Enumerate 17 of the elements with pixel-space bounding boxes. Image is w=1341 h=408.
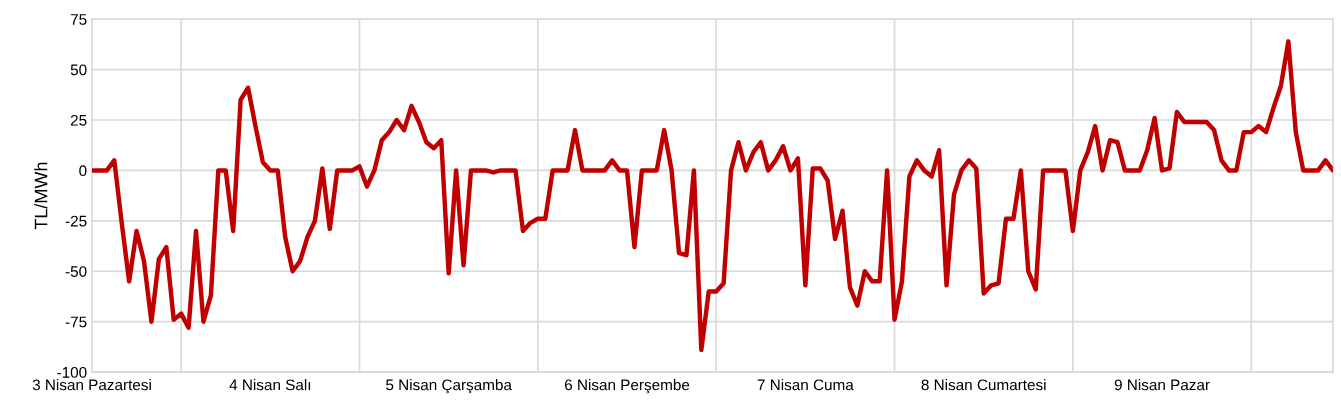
line-series xyxy=(91,39,1333,353)
x-tick-label: 6 Nisan Perşembe xyxy=(564,379,690,394)
x-tick-label: 5 Nisan Çarşamba xyxy=(386,379,512,394)
x-tick-label: 3 Nisan Pazartesi xyxy=(32,379,151,391)
y-tick-label: -100 xyxy=(57,366,87,378)
y-tick-label: -50 xyxy=(65,266,87,277)
x-tick-label: 7 Nisan Cuma xyxy=(757,379,854,391)
y-tick-label: 25 xyxy=(70,114,87,126)
x-tick-label: 9 Nisan Pazar xyxy=(1114,379,1210,391)
y-axis-title: TL/MWh xyxy=(34,162,48,230)
y-tick-label: 75 xyxy=(70,14,87,25)
x-tick-label: 4 Nisan Salı xyxy=(229,379,311,391)
x-tick-label: 8 Nisan Cumartesi xyxy=(921,379,1046,391)
y-tick-label: -75 xyxy=(65,316,87,328)
y-tick-label: 0 xyxy=(79,165,87,177)
y-tick-label: -25 xyxy=(65,215,87,227)
y-tick-label: 50 xyxy=(70,64,87,76)
